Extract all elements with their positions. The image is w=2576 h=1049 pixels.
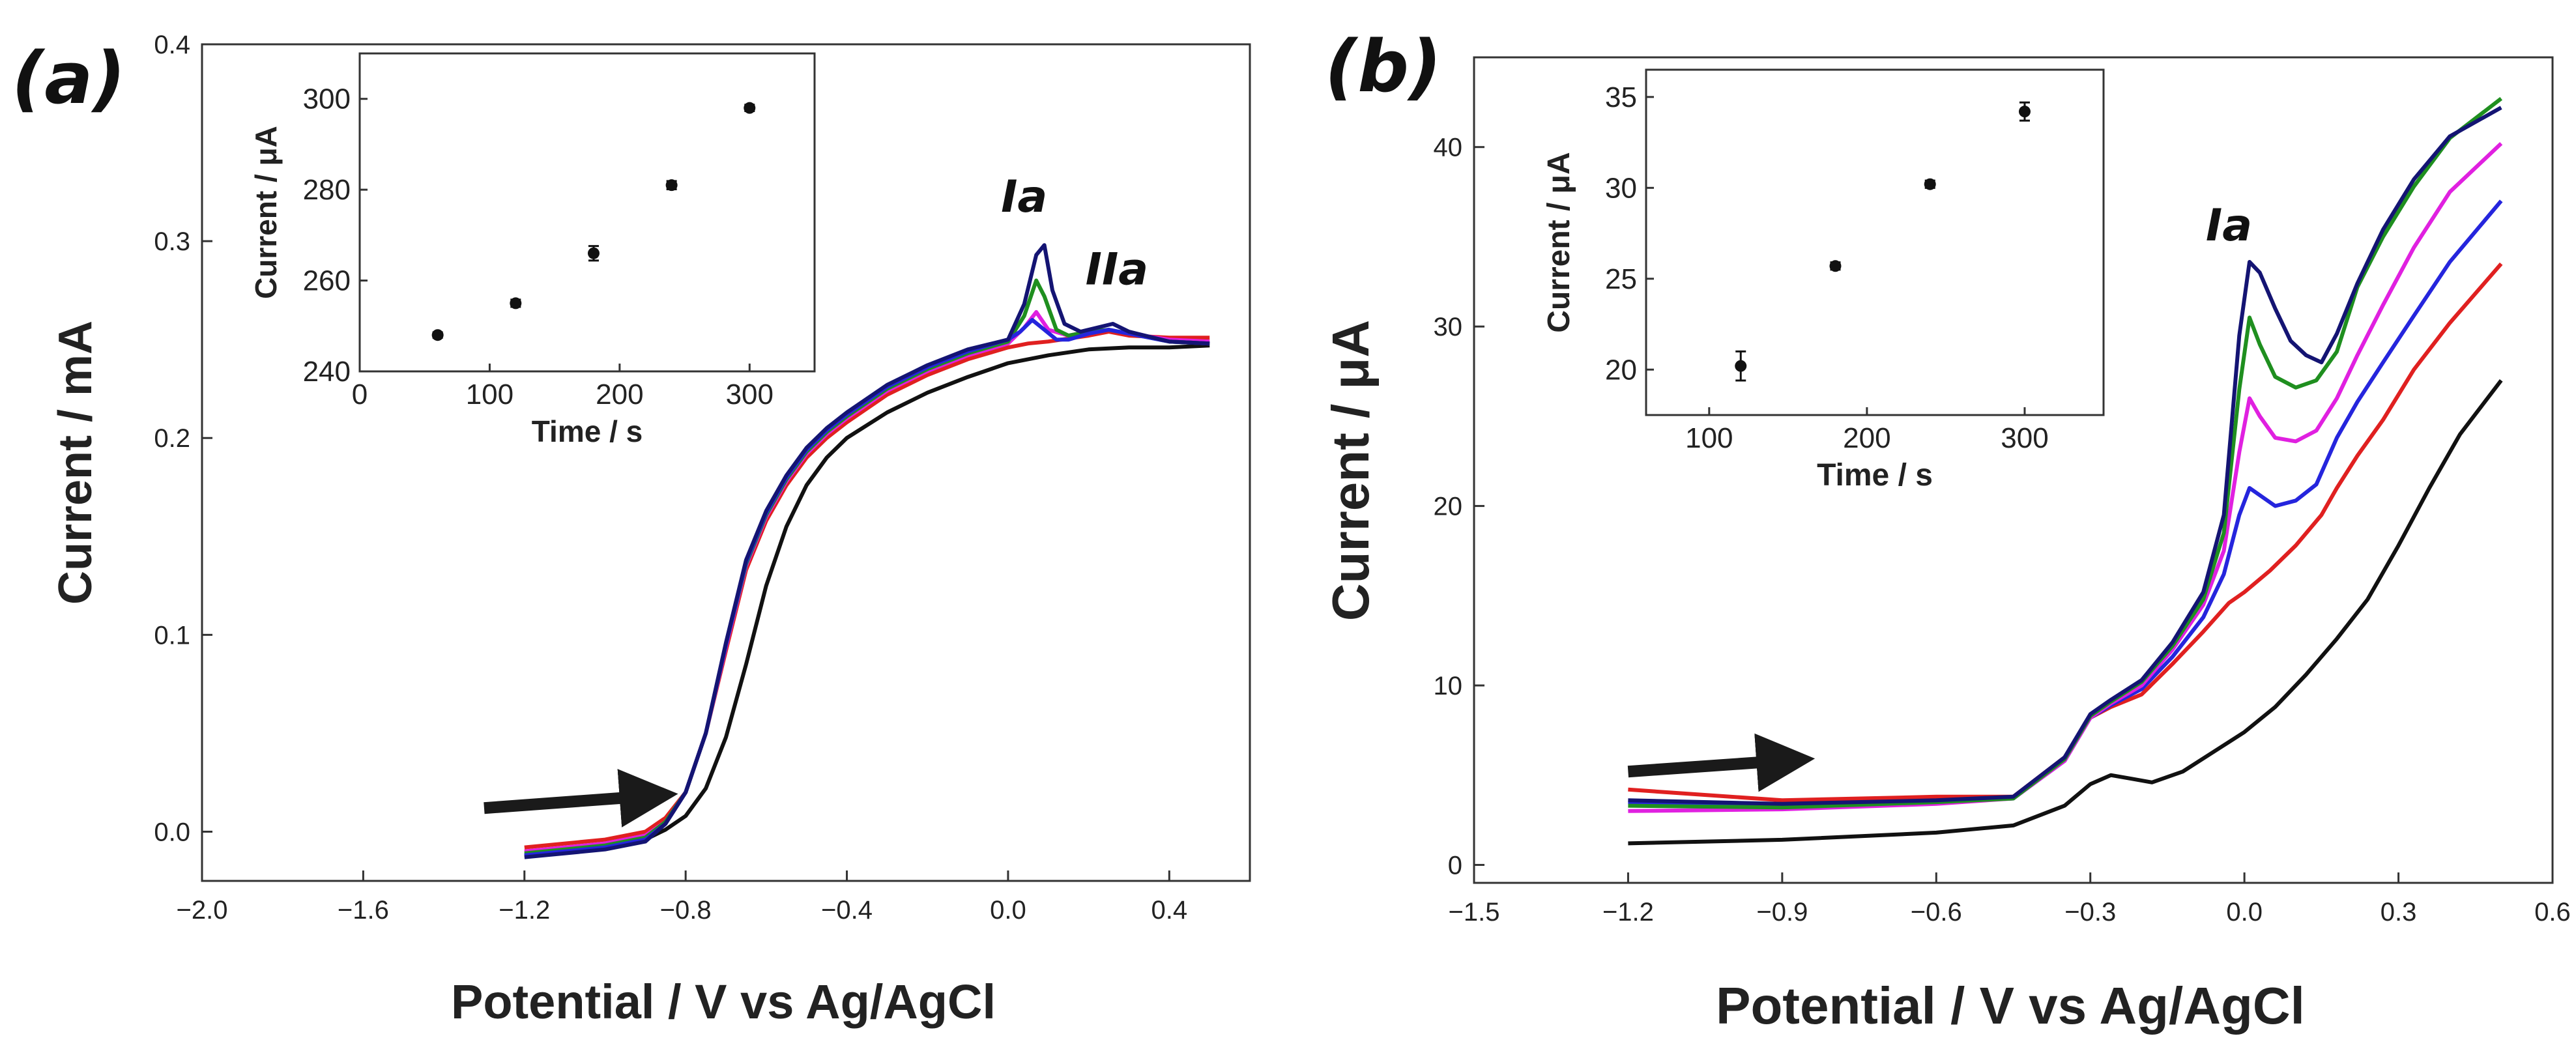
panel-a-peak-ia-label: Ia bbox=[1001, 171, 1047, 223]
panel-b-xtick-label: −0.3 bbox=[2064, 898, 2116, 927]
panel-a-xtick-label: −0.4 bbox=[821, 896, 873, 925]
panel-a-inset-xlabel: Time / s bbox=[532, 414, 643, 448]
panel-b-inset-point bbox=[1829, 260, 1842, 272]
panel-a-ytick-label: 0.4 bbox=[154, 31, 190, 59]
panel-b-xtick-label: 0.3 bbox=[2381, 898, 2417, 927]
panel-b-ytick-label: 0 bbox=[1448, 851, 1462, 880]
panel-b-inset-ytick-label: 20 bbox=[1605, 354, 1637, 386]
panel-a-xtick-label: −0.8 bbox=[660, 896, 712, 925]
panel-b-inset-ytick-label: 35 bbox=[1605, 81, 1637, 113]
panel-a-inset-xtick-label: 100 bbox=[466, 379, 514, 410]
panel-b-xtick-label: −1.5 bbox=[1449, 898, 1500, 927]
panel-a-ytick-label: 0.2 bbox=[154, 424, 190, 453]
panel-a-series-navy bbox=[524, 243, 1210, 859]
panel-b-peak-ia-label: Ia bbox=[2206, 200, 2252, 251]
panel-b-inset-point bbox=[2018, 106, 2031, 118]
panel-b-ytick-label: 40 bbox=[1434, 134, 1463, 162]
panel-a-inset-ytick-label: 280 bbox=[303, 174, 351, 206]
panel-a-scan-direction-arrow bbox=[484, 769, 678, 827]
panel-a-ylabel: Current / mA bbox=[50, 321, 102, 605]
panel-b-xtick-label: −1.2 bbox=[1602, 898, 1654, 927]
panel-b-ylabel: Current / μA bbox=[1322, 320, 1380, 621]
panel-b-inset-xtick-label: 100 bbox=[1685, 422, 1733, 454]
panel-b-inset-frame bbox=[1645, 68, 2105, 416]
panel-a-inset-point bbox=[510, 297, 522, 309]
panel-a-ytick-label: 0.3 bbox=[154, 227, 190, 256]
panel-b-inset-xtick-label: 300 bbox=[2001, 422, 2048, 454]
panel-b-inset-xtick-label: 200 bbox=[1843, 422, 1890, 454]
panel-a-inset: 0 100 200 300 240 260 280 300 Time / s Current / … bbox=[249, 52, 816, 448]
panel-a-xtick-label: −1.6 bbox=[338, 896, 389, 925]
panel-a-inset-xtick-label: 300 bbox=[726, 379, 774, 410]
panel-a-xtick-label: −1.2 bbox=[499, 896, 550, 925]
panel-a-inset-point bbox=[587, 247, 600, 259]
panel-b-xtick-label: −0.9 bbox=[1756, 898, 1808, 927]
panel-a-inset-ytick-label: 260 bbox=[303, 265, 351, 297]
panel-a-peak-iia-label: IIa bbox=[1086, 244, 1149, 296]
panel-a-ytick-label: 0.1 bbox=[154, 621, 190, 650]
panel-a-inset-point bbox=[744, 102, 756, 114]
panel-b-ytick-label: 20 bbox=[1434, 493, 1463, 521]
panel-b-series-navy bbox=[1628, 106, 2502, 806]
panel-b-xtick-label: 0.6 bbox=[2534, 898, 2571, 927]
panel-a-ytick-label: 0.0 bbox=[154, 818, 190, 846]
panel-b-inset-point bbox=[1735, 360, 1747, 372]
panel-b-label: (b) bbox=[1325, 25, 1441, 108]
panel-b-ytick-label: 30 bbox=[1434, 313, 1463, 341]
panel-b-ytick-label: 10 bbox=[1434, 672, 1463, 700]
panel-a-inset-point bbox=[665, 179, 678, 192]
panel-b-xlabel: Potential / V vs Ag/AgCl bbox=[1716, 977, 2305, 1035]
panel-a-inset-frame bbox=[358, 52, 816, 373]
panel-a-plot: −2.0 −1.6 −1.2 −0.8 −0.4 0.0 0.4 0.0 0.1 0.2 0.3 0.… bbox=[154, 31, 1210, 925]
panel-b-series-black bbox=[1628, 379, 2503, 846]
panel-a-frame bbox=[201, 43, 1251, 882]
panel-b-scan-direction-arrow bbox=[1627, 733, 1816, 792]
panel-a-label: (a) bbox=[12, 36, 126, 120]
panel-b-plot: −1.5 −1.2 −0.9 −0.6 −0.3 0.0 0.3 0.6 0 10 20 30 40 bbox=[1434, 96, 2571, 927]
panel-a-xlabel: Potential / V vs Ag/AgCl bbox=[451, 975, 996, 1029]
panel-b-inset-xlabel: Time / s bbox=[1817, 458, 1933, 493]
panel-b: (b) −1.5 −1.2 −0.9 −0.6 −0.3 0.0 0.3 0.6 0 10 20 30… bbox=[1322, 25, 2571, 1035]
panel-a-inset-ytick-label: 240 bbox=[303, 356, 351, 388]
panel-b-xtick-label: −0.6 bbox=[1911, 898, 1962, 927]
panel-a-inset-ylabel: Current / μA bbox=[249, 126, 283, 299]
panel-b-inset-ylabel: Current / μA bbox=[1542, 152, 1576, 332]
panel-a-xtick-label: −2.0 bbox=[177, 896, 228, 925]
panel-b-inset-ytick-label: 30 bbox=[1605, 172, 1637, 204]
panel-a-xtick-label: 0.0 bbox=[990, 896, 1026, 925]
panel-a-inset-point bbox=[431, 329, 444, 341]
panel-a-inset-xtick-label: 0 bbox=[352, 379, 368, 410]
panel-a-xtick-label: 0.4 bbox=[1151, 896, 1188, 925]
panel-a-inset-xtick-label: 200 bbox=[596, 379, 643, 410]
panel-b-inset-ytick-label: 25 bbox=[1605, 263, 1637, 295]
panel-a-inset-ytick-label: 300 bbox=[303, 83, 351, 115]
panel-b-xtick-label: 0.0 bbox=[2226, 898, 2263, 927]
panel-b-inset: 100 200 300 20 25 30 35 Time / s Current / μA bbox=[1542, 68, 2105, 493]
panel-a: (a) −2.0 −1.6 −1.2 −0.8 −0.4 0.0 0.4 0.0 0.1 0.2 0… bbox=[12, 31, 1251, 1029]
panel-b-frame bbox=[1473, 56, 2554, 884]
panel-b-inset-point bbox=[1924, 178, 1936, 190]
